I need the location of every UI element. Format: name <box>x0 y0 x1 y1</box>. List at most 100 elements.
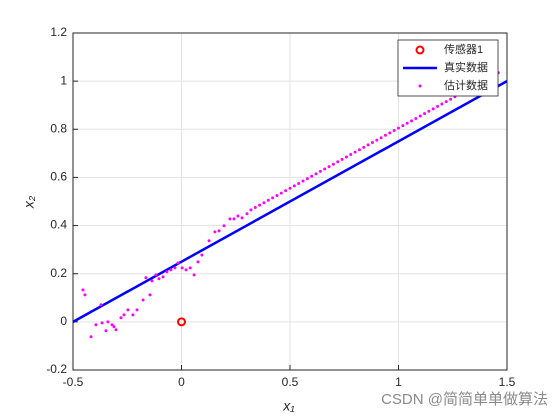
y-tick-label: -0.2 <box>46 362 67 376</box>
estimate-point <box>94 323 98 327</box>
estimate-point <box>340 157 344 161</box>
estimate-point <box>196 260 200 264</box>
sensor-marker <box>177 317 186 327</box>
estimate-point <box>349 153 353 157</box>
estimate-point <box>222 224 226 228</box>
y-tick-label: 0 <box>60 314 67 328</box>
estimate-point <box>357 148 361 152</box>
estimate-point <box>366 143 370 147</box>
estimate-point <box>83 293 87 297</box>
estimate-point <box>410 119 414 123</box>
estimate-point <box>141 298 145 302</box>
estimate-point <box>217 229 221 233</box>
estimate-point <box>418 114 422 118</box>
y-tick-label: 0.8 <box>50 121 67 135</box>
estimate-point <box>157 277 161 281</box>
legend-marker <box>418 84 422 88</box>
estimate-point <box>184 268 188 272</box>
x-tick-label: 1.5 <box>499 375 516 389</box>
estimate-point <box>362 145 366 149</box>
x-tick-label: 1 <box>395 375 402 389</box>
estimate-point <box>200 253 204 257</box>
estimate-point <box>449 97 453 101</box>
estimate-point <box>262 201 266 205</box>
legend-label: 传感器1 <box>444 43 483 56</box>
estimate-point <box>126 308 130 312</box>
estimate-point <box>388 131 392 135</box>
estimate-point <box>245 212 249 216</box>
estimate-point <box>192 273 196 277</box>
estimate-point <box>100 321 104 325</box>
x-axis-label: x₁ <box>282 398 295 414</box>
estimate-point <box>379 136 383 140</box>
estimate-point <box>110 323 114 327</box>
estimate-point <box>176 261 180 265</box>
y-axis-label: x₂ <box>21 195 37 209</box>
estimate-point <box>383 133 387 137</box>
estimate-point <box>154 273 158 277</box>
y-tick-label: 0.2 <box>50 266 67 280</box>
estimate-point <box>375 138 379 142</box>
estimate-point <box>165 270 169 274</box>
estimate-point <box>148 293 152 297</box>
estimate-point <box>81 288 85 292</box>
estimate-point <box>336 160 340 164</box>
estimate-point <box>207 239 211 243</box>
series <box>72 80 508 323</box>
estimate-point <box>89 335 93 339</box>
estimate-point <box>240 216 244 220</box>
true-line <box>72 80 508 323</box>
estimate-point <box>135 308 139 312</box>
estimate-point <box>275 193 279 197</box>
estimate-point <box>271 196 275 200</box>
axes-box <box>72 32 508 371</box>
estimate-point <box>112 325 116 329</box>
estimate-point <box>414 116 418 120</box>
series <box>177 317 186 327</box>
estimate-point <box>228 217 232 221</box>
estimate-point <box>114 328 118 332</box>
estimate-point <box>188 266 192 270</box>
y-tick-label: 1 <box>60 73 67 87</box>
estimate-point <box>173 266 177 270</box>
legend-box <box>397 39 499 97</box>
estimate-point <box>288 186 292 190</box>
estimate-point <box>253 206 257 210</box>
legend-marker <box>415 45 425 55</box>
estimate-point <box>314 172 318 176</box>
estimate-point <box>122 313 126 317</box>
estimate-point <box>150 279 154 283</box>
x-tick-label: 0.5 <box>282 375 299 389</box>
estimate-point <box>292 184 296 188</box>
x-tick-label: 0 <box>178 375 185 389</box>
estimate-point <box>318 169 322 173</box>
estimate-point <box>440 102 444 106</box>
y-tick-label: 0.6 <box>50 170 67 184</box>
y-tick-label: 0.4 <box>50 218 67 232</box>
estimate-point <box>323 167 327 171</box>
estimate-point <box>431 107 435 111</box>
estimate-point <box>236 214 240 218</box>
estimate-point <box>436 104 440 108</box>
estimate-point <box>169 268 173 272</box>
estimate-point <box>131 313 135 317</box>
estimate-point <box>370 141 374 145</box>
estimate-point <box>444 100 448 104</box>
estimate-point <box>279 191 283 195</box>
estimate-point <box>144 276 148 280</box>
estimate-point <box>344 155 348 159</box>
estimate-point <box>284 189 288 193</box>
estimate-point <box>106 320 110 324</box>
estimate-point <box>180 266 184 270</box>
estimate-point <box>305 177 309 181</box>
estimate-point <box>401 124 405 128</box>
estimate-point <box>119 316 123 320</box>
y-tick-label: 1.2 <box>50 25 67 39</box>
estimate-point <box>213 230 217 234</box>
estimate-point <box>331 162 335 166</box>
legend-label: 真实数据 <box>444 60 488 74</box>
estimate-point <box>104 329 108 333</box>
estimate-point <box>427 109 431 113</box>
